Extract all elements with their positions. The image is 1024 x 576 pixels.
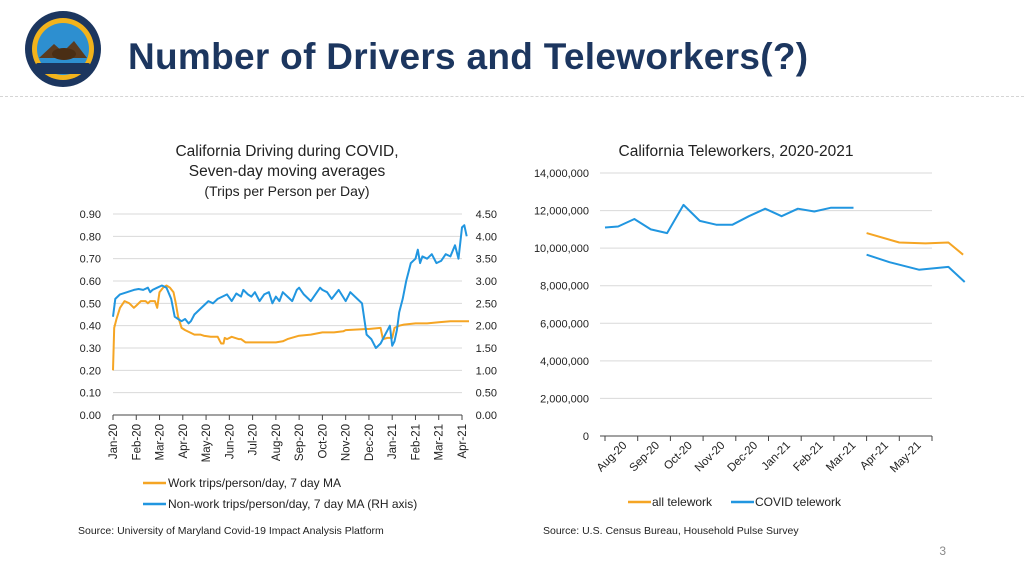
driving-chart-lines [112,224,469,371]
covid-telework-line [604,203,854,235]
y-tick-label-left: 0.90 [80,209,101,221]
driving-chart-right-axis: 0.00 0.50 1.00 1.50 2.00 2.50 3.00 3.50 4.00 4.50 [476,209,497,422]
telework-chart-gridlines [600,172,932,437]
x-tick-label: Dec-20 [726,440,761,475]
legend-label-nonwork-trips: Non-work trips/person/day, 7 day MA (RH … [168,497,417,511]
legend-label-work-trips: Work trips/person/day, 7 day MA [168,476,341,490]
x-tick-label: Jan-21 [387,424,399,459]
y-tick-label: 6,000,000 [540,318,589,330]
legend-label-all-telework: all telework [652,495,713,509]
x-tick-label: May-21 [888,440,924,476]
y-tick-label: 0 [583,431,589,443]
y-tick-label: 12,000,000 [534,206,589,218]
energy-commission-logo [22,8,104,90]
driving-chart-title-line1: California Driving during COVID, [175,143,398,160]
all-telework-line [866,232,964,256]
x-tick-label: Jan-20 [108,424,120,459]
y-tick-label-left: 0.10 [80,388,101,400]
x-tick-label: Apr-20 [178,424,190,459]
x-tick-label: Apr-21 [457,424,469,459]
x-tick-label: Mar-20 [155,424,167,460]
source-note-left: Source: University of Maryland Covid-19 … [78,525,384,537]
x-tick-label: Feb-20 [131,424,143,460]
y-tick-label-right: 1.50 [476,343,497,355]
y-tick-label-left: 0.20 [80,365,101,377]
driving-chart-left-axis: 0.00 0.10 0.20 0.30 0.40 0.50 0.60 0.70 0.80 0.90 [80,209,101,422]
y-tick-label: 2,000,000 [540,393,589,405]
y-tick-label-left: 0.30 [80,343,101,355]
work-trips-line [112,284,469,371]
y-tick-label-left: 0.00 [80,410,101,422]
telework-chart: California Teleworkers, 2020-2021 0 2,000… [534,143,966,509]
title-divider [0,96,1024,97]
y-tick-label: 8,000,000 [540,281,589,293]
y-tick-label-right: 0.00 [476,410,497,422]
x-tick-label: Aug-20 [595,440,630,475]
x-tick-label: Oct-20 [317,424,329,459]
x-tick-label: Oct-20 [662,440,695,473]
telework-chart-title: California Teleworkers, 2020-2021 [619,143,854,160]
legend-label-covid-telework: COVID telework [755,495,842,509]
y-tick-label-left: 0.40 [80,321,101,333]
x-tick-label: Feb-21 [410,424,422,460]
driving-chart: California Driving during COVID, Seven-d… [80,143,497,511]
x-tick-label: Feb-21 [791,440,825,474]
x-tick-label: May-20 [201,424,213,462]
x-tick-label: Dec-20 [364,424,376,461]
y-tick-label-left: 0.80 [80,231,101,243]
y-tick-label-right: 4.00 [476,231,497,243]
y-tick-label: 10,000,000 [534,243,589,255]
y-tick-label-right: 3.00 [476,276,497,288]
x-tick-label: Mar-21 [434,424,446,460]
y-tick-label: 4,000,000 [540,356,589,368]
telework-chart-lines [604,203,966,283]
x-tick-label: Aug-20 [271,424,283,461]
y-tick-label-right: 3.50 [476,254,497,266]
nonwork-trips-line [112,224,468,349]
x-tick-label: Sep-20 [294,424,306,461]
source-note-right: Source: U.S. Census Bureau, Household Pu… [543,525,799,537]
driving-chart-gridlines [113,213,462,416]
x-tick-label: Mar-21 [824,440,858,474]
y-tick-label-left: 0.60 [80,276,101,288]
slide-title: Number of Drivers and Teleworkers(?) [128,36,809,77]
covid-telework-2021-line [866,253,966,283]
x-tick-label: Nov-20 [693,440,728,475]
telework-chart-y-axis: 0 2,000,000 4,000,000 6,000,000 8,000,000 10,… [534,168,589,443]
y-tick-label: 14,000,000 [534,168,589,180]
driving-chart-x-axis: Jan-20 Feb-20 Mar-20 Apr-20 May-20 Jun-20 Jul-… [108,415,469,462]
x-tick-label: Sep-20 [627,440,662,475]
y-tick-label-right: 2.50 [476,298,497,310]
x-tick-label: Jul-20 [248,424,260,455]
y-tick-label-right: 4.50 [476,209,497,221]
x-tick-label: Jan-21 [760,440,793,473]
y-tick-label-left: 0.70 [80,254,101,266]
x-tick-label: Jun-20 [224,424,236,459]
driving-chart-title-line2: Seven-day moving averages [189,163,386,180]
x-tick-label: Nov-20 [341,424,353,461]
y-tick-label-right: 0.50 [476,388,497,400]
driving-chart-subtitle: (Trips per Person per Day) [204,183,369,199]
x-tick-label: Apr-21 [858,440,891,473]
y-tick-label-left: 0.50 [80,298,101,310]
y-tick-label-right: 2.00 [476,321,497,333]
page-number: 3 [939,544,946,558]
y-tick-label-right: 1.00 [476,365,497,377]
